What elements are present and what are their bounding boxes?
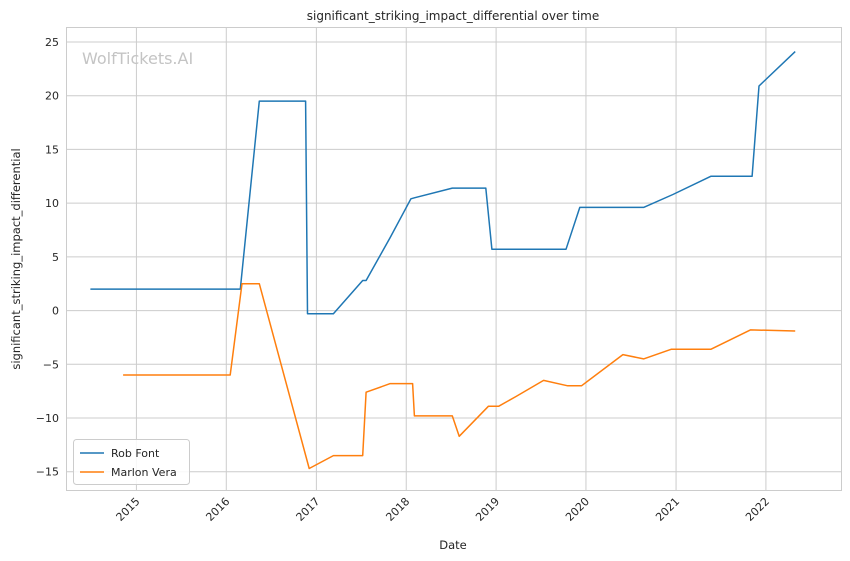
x-tick-label: 2018	[383, 495, 412, 524]
legend-label-marlon-vera: Marlon Vera	[111, 466, 177, 479]
series-line-marlon-vera	[123, 282, 796, 470]
y-tick-label: 15	[45, 143, 59, 156]
y-tick-label: 10	[45, 197, 59, 210]
x-gridlines	[135, 28, 767, 490]
y-tick-label: 5	[52, 251, 59, 264]
x-tick-label: 2016	[203, 495, 232, 524]
y-gridlines	[67, 41, 841, 473]
legend-frame	[73, 439, 190, 485]
y-axis-ticks: −15 −10 −5 0 5 10 15 20 25	[36, 36, 59, 479]
y-tick-label: 25	[45, 36, 59, 49]
y-axis-label: significant_striking_impact_differential	[9, 148, 23, 369]
chart-title: significant_striking_impact_differential…	[307, 9, 599, 23]
x-axis-ticks: 2015 2016 2017 2018 2019 2020 2021 2022	[114, 495, 772, 524]
y-tick-label: −15	[36, 466, 59, 479]
legend: Rob Font Marlon Vera	[73, 439, 190, 485]
y-tick-label: −5	[43, 358, 59, 371]
x-tick-label: 2021	[653, 495, 682, 524]
y-tick-label: −10	[36, 412, 59, 425]
x-tick-label: 2020	[563, 495, 592, 524]
series-layer	[90, 51, 796, 470]
plot-area-frame	[66, 27, 842, 491]
watermark: WolfTickets.AI	[82, 49, 193, 68]
x-tick-label: 2015	[114, 495, 143, 524]
x-axis-label: Date	[439, 538, 467, 552]
series-line-rob-font	[90, 51, 796, 315]
y-tick-label: 20	[45, 90, 59, 103]
legend-label-rob-font: Rob Font	[111, 447, 160, 460]
x-tick-label: 2019	[473, 495, 502, 524]
x-tick-label: 2022	[743, 495, 772, 524]
x-tick-label: 2017	[294, 495, 323, 524]
y-tick-label: 0	[52, 305, 59, 318]
